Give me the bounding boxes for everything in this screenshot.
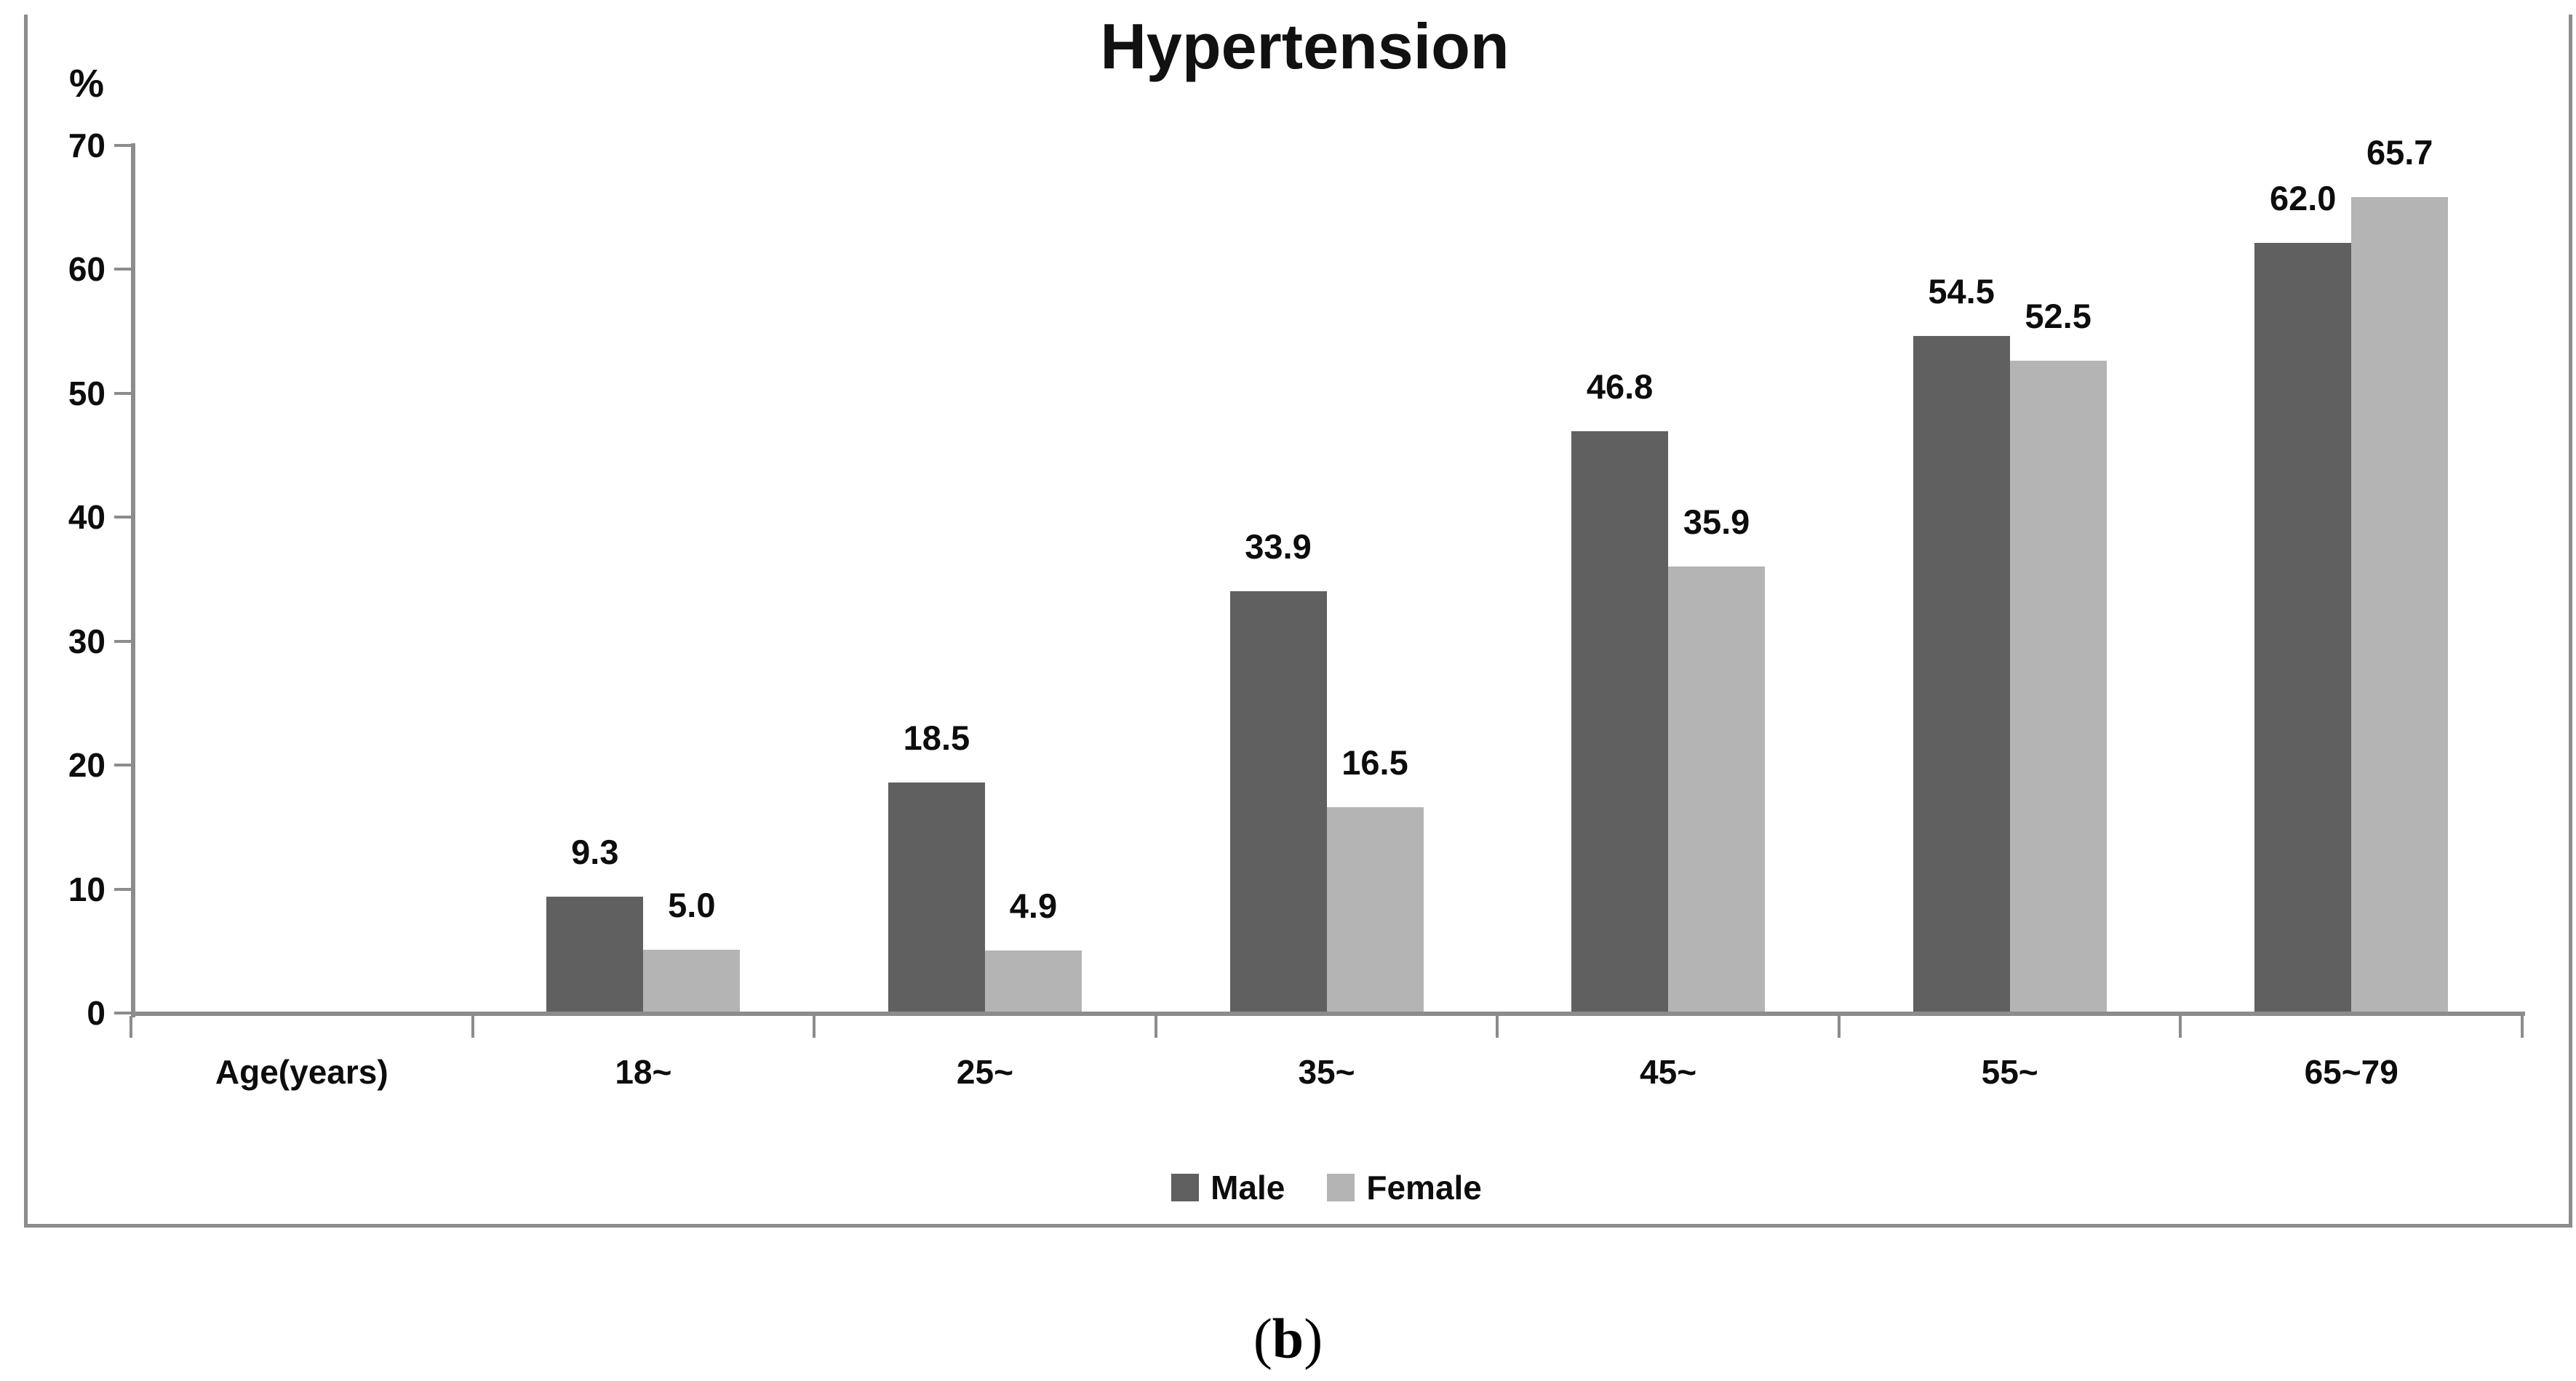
bar-value-label-male: 46.8 [1586, 367, 1654, 406]
x-category-label: Age(years) [215, 1053, 388, 1091]
y-tick-label: 10 [68, 870, 105, 908]
bar-male [1571, 431, 1669, 1012]
y-tick [114, 144, 131, 147]
x-category-label: 65~79 [2304, 1053, 2398, 1091]
x-tick [1154, 1016, 1157, 1038]
caption-letter: b [1272, 1307, 1304, 1370]
bar-male [888, 782, 985, 1012]
y-axis-line [131, 143, 135, 1017]
bar-female [2351, 197, 2449, 1012]
bar-value-label-female: 52.5 [2025, 297, 2091, 335]
bar-value-label-male: 54.5 [1928, 272, 1995, 311]
y-tick-label: 0 [87, 994, 105, 1032]
y-tick-label: 70 [68, 127, 105, 164]
bar-value-label-male: 62.0 [2269, 179, 2337, 217]
y-tick [114, 391, 131, 395]
x-tick [813, 1016, 816, 1038]
bar-value-label-male: 18.5 [903, 718, 970, 757]
bar-value-label-female: 4.9 [1009, 886, 1058, 925]
legend: Male Female [131, 1166, 2522, 1209]
bar-female [643, 950, 741, 1012]
y-tick [114, 639, 131, 643]
x-tick [471, 1016, 474, 1038]
bar-female [984, 950, 1082, 1012]
x-tick [1837, 1016, 1841, 1038]
x-category-label: 55~ [1981, 1053, 2038, 1091]
x-category-label: 18~ [615, 1053, 672, 1091]
bar-value-label-female: 65.7 [2366, 133, 2433, 172]
legend-swatch-male [1171, 1174, 1200, 1201]
caption-paren-open: ( [1253, 1307, 1272, 1370]
legend-item-female: Female [1327, 1171, 1482, 1204]
y-tick-label: 60 [68, 250, 105, 289]
bar-value-label-female: 35.9 [1683, 503, 1750, 541]
caption-paren-close: ) [1304, 1307, 1323, 1370]
bar-female [1668, 567, 1766, 1012]
y-tick-label: 50 [68, 374, 105, 412]
bar-value-label-female: 5.0 [668, 886, 716, 924]
x-tick [2179, 1016, 2182, 1038]
x-category-label: 45~ [1640, 1053, 1697, 1091]
figure-caption: (b) [0, 1306, 2576, 1372]
bar-male [2254, 243, 2352, 1012]
y-tick-label: 40 [68, 498, 105, 537]
y-tick [114, 1012, 131, 1014]
bar-male [1913, 336, 2010, 1012]
x-category-label: 25~ [956, 1053, 1013, 1091]
x-tick [1496, 1016, 1499, 1038]
legend-item-label: Male [1211, 1169, 1285, 1206]
y-tick-label: 20 [68, 746, 105, 785]
legend-item-male: Male [1171, 1171, 1285, 1204]
x-tick [2521, 1016, 2524, 1038]
y-tick [114, 268, 131, 271]
bar-male [546, 897, 644, 1012]
bar-value-label-female: 16.5 [1341, 743, 1408, 782]
bar-female [1326, 807, 1424, 1012]
bar-value-label-male: 9.3 [571, 833, 619, 871]
y-tick [114, 764, 131, 767]
chart-title: Hypertension [1100, 10, 1510, 82]
bar-male [1229, 591, 1327, 1012]
bar-value-label-male: 33.9 [1245, 527, 1312, 566]
legend-item-label: Female [1366, 1169, 1482, 1206]
y-axis-unit-label: % [69, 62, 105, 105]
y-tick-label: 30 [68, 622, 105, 660]
x-tick [129, 1016, 132, 1038]
y-tick [114, 887, 131, 891]
legend-swatch-female [1327, 1174, 1355, 1201]
y-tick [114, 516, 131, 519]
bar-female [2009, 361, 2107, 1012]
x-category-label: 35~ [1298, 1053, 1355, 1091]
x-axis-line [131, 1012, 2525, 1016]
